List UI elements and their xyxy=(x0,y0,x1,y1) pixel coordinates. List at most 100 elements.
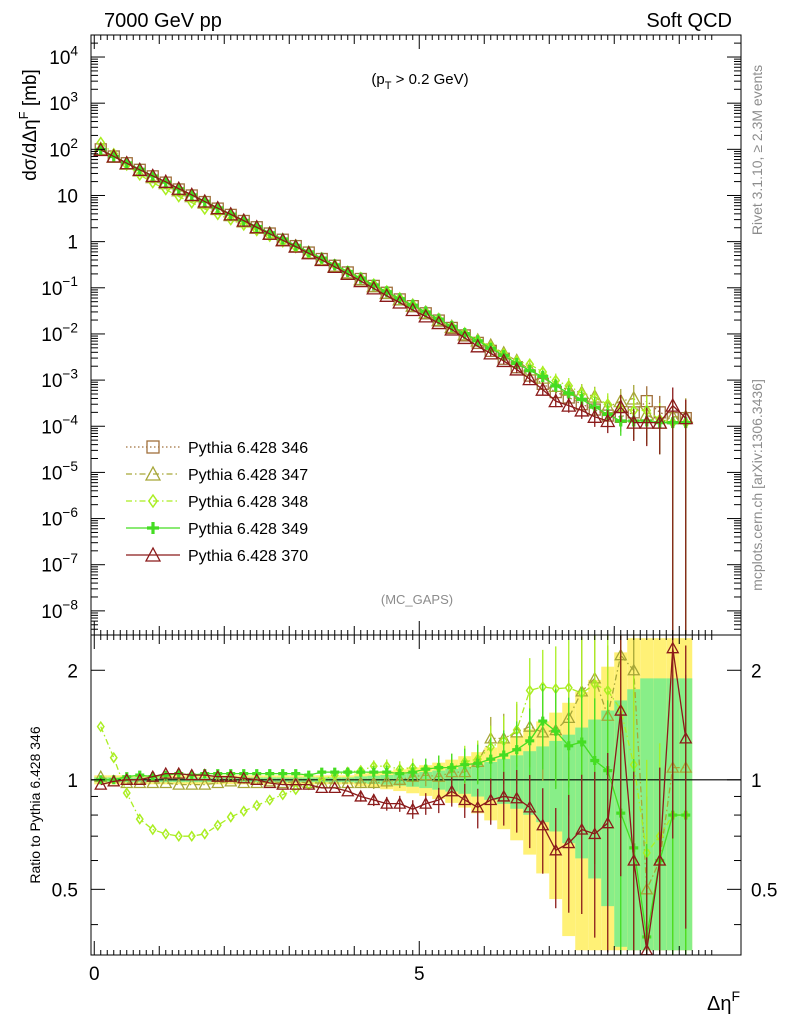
data-point xyxy=(314,252,330,267)
ratio-point xyxy=(393,796,407,809)
ratio-y-tick-label-right: 1 xyxy=(751,771,762,792)
legend-label: Pythia 6.428 348 xyxy=(188,494,308,511)
ratio-point xyxy=(343,767,353,777)
ratio-point xyxy=(536,818,550,831)
data-point xyxy=(405,302,421,317)
ratio-point xyxy=(172,777,186,790)
main-series xyxy=(94,143,692,635)
ratio-point xyxy=(666,641,680,654)
y-axis-label-bottom: Ratio to Pythia 6.428 346 xyxy=(27,726,43,883)
data-point xyxy=(249,219,265,234)
ratio-point xyxy=(161,828,170,840)
ratio-point xyxy=(354,776,368,789)
ratio-line xyxy=(100,683,686,855)
ratio-point xyxy=(213,819,222,832)
ratio-point xyxy=(432,769,446,782)
data-point xyxy=(197,193,213,208)
ratio-panel xyxy=(91,635,741,955)
legend-marker xyxy=(144,465,162,481)
y-axis-label-top: dσ/dΔηF [mb] xyxy=(16,69,41,181)
ratio-point xyxy=(122,787,131,799)
y-tick-label: 10−6 xyxy=(41,505,78,531)
ratio-point xyxy=(159,776,173,789)
data-point xyxy=(132,161,148,176)
series-line xyxy=(100,142,686,424)
ratio-y-tick-label-right: 2 xyxy=(751,661,762,682)
main-series xyxy=(93,142,694,635)
ratio-point xyxy=(419,796,433,809)
ratio-line xyxy=(100,720,686,938)
data-point xyxy=(639,414,655,429)
ratio-point xyxy=(120,772,134,785)
rivet-label: Rivet 3.1.10, ≥ 2.3M events xyxy=(749,65,765,235)
ratio-point xyxy=(133,772,147,785)
legend-item: Pythia 6.428 370 xyxy=(126,546,308,565)
data-point xyxy=(678,410,694,425)
data-point xyxy=(574,402,590,417)
ratio-point xyxy=(317,767,327,777)
ratio-point xyxy=(588,827,602,840)
legend-item: Pythia 6.428 348 xyxy=(126,493,308,511)
ratio-point xyxy=(510,791,524,804)
data-point xyxy=(613,399,629,414)
ratio-point xyxy=(486,754,496,764)
ratio-point xyxy=(354,789,368,802)
ratio-point xyxy=(278,769,288,779)
cut-annotation: (pT > 0.2 GeV) xyxy=(371,71,468,92)
ratio-point xyxy=(523,800,537,813)
data-point xyxy=(600,413,616,428)
ratio-point xyxy=(330,767,340,777)
ratio-y-tick-label: 0.5 xyxy=(52,880,78,901)
data-point xyxy=(213,208,223,221)
ratio-point xyxy=(328,781,342,794)
data-point xyxy=(535,381,551,396)
data-point xyxy=(262,225,278,240)
ratio-point xyxy=(211,776,225,789)
data-point xyxy=(563,387,575,399)
ratio-point xyxy=(393,772,407,785)
data-point xyxy=(340,266,356,281)
ratio-point xyxy=(421,764,431,774)
ratio-point xyxy=(473,758,483,768)
ratio-y-tick-label: 2 xyxy=(67,661,78,682)
legend-label: Pythia 6.428 347 xyxy=(188,467,308,484)
y-tick-label: 10−4 xyxy=(41,413,78,439)
y-tick-label: 1 xyxy=(67,233,78,254)
ratio-point xyxy=(315,781,329,794)
ratio-point xyxy=(146,769,160,782)
ratio-point xyxy=(679,731,693,744)
y-tick-label: 10 xyxy=(57,186,78,207)
data-point xyxy=(522,371,538,386)
data-point xyxy=(184,187,200,202)
data-point xyxy=(106,148,122,163)
ratio-point xyxy=(133,776,147,789)
data-point xyxy=(420,306,432,318)
ratio-point xyxy=(447,763,457,773)
source-label: mcplots.cern.ch [arXiv:1306.3436] xyxy=(749,379,765,591)
series-line xyxy=(100,149,687,424)
data-point xyxy=(665,397,681,412)
main-panel xyxy=(93,136,694,635)
ratio-point xyxy=(291,783,300,796)
data-point xyxy=(550,380,562,392)
ratio-point xyxy=(458,793,472,806)
ratio-point xyxy=(278,788,287,801)
ratio-point xyxy=(185,768,199,781)
ratio-point xyxy=(239,805,248,817)
data-point xyxy=(239,218,249,232)
y-tick-label: 102 xyxy=(49,136,78,162)
data-point xyxy=(548,393,564,408)
ratio-point xyxy=(159,766,173,779)
ratio-point xyxy=(276,776,290,789)
ratio-point xyxy=(135,813,144,825)
ratio-point xyxy=(302,777,316,790)
data-point xyxy=(407,299,419,311)
ratio-point xyxy=(538,716,548,726)
ratio-point xyxy=(590,755,600,765)
header-right: Soft QCD xyxy=(646,10,732,32)
ratio-point xyxy=(250,772,264,785)
legend-item: Pythia 6.428 347 xyxy=(126,465,308,484)
ratio-point xyxy=(367,776,381,789)
ratio-point xyxy=(408,767,418,777)
ratio-point xyxy=(562,836,576,849)
